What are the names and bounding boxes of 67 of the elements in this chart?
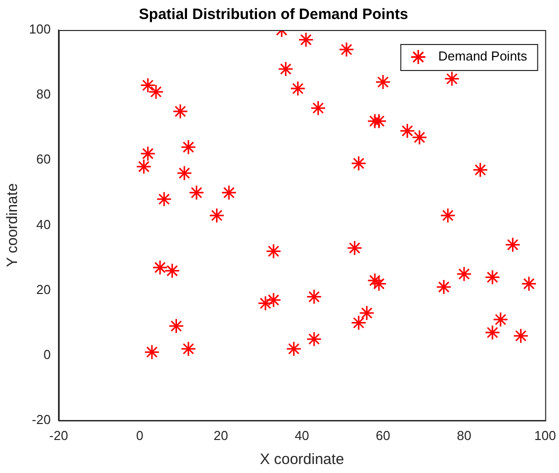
point	[521, 276, 537, 292]
point	[266, 243, 282, 259]
point	[350, 156, 366, 172]
point	[338, 42, 354, 58]
point	[504, 236, 520, 252]
x-tick-label: 0	[136, 428, 144, 443]
point	[444, 71, 460, 87]
point	[168, 318, 184, 334]
x-tick-label: 60	[376, 428, 390, 443]
point	[140, 146, 156, 162]
point	[221, 184, 237, 200]
x-tick-label: -20	[49, 428, 68, 443]
point	[266, 292, 282, 308]
x-tick-label: 20	[214, 428, 228, 443]
point	[492, 312, 508, 328]
point	[484, 324, 500, 340]
point	[298, 32, 314, 48]
point	[136, 158, 152, 174]
point	[140, 78, 156, 94]
x-axis-title: X coordinate	[260, 451, 344, 468]
point	[371, 113, 387, 129]
point	[148, 84, 164, 100]
x-tick-label: 40	[294, 428, 310, 443]
point	[180, 139, 196, 155]
point	[290, 80, 306, 96]
point	[350, 315, 366, 331]
point	[375, 74, 391, 90]
point	[436, 279, 452, 295]
y-tick-label: 60	[36, 152, 51, 167]
point	[180, 341, 196, 357]
point	[484, 270, 500, 286]
point	[371, 276, 387, 292]
point	[306, 289, 322, 305]
y-tick-label: 0	[43, 346, 51, 362]
point	[367, 272, 383, 288]
point	[176, 165, 192, 181]
point	[412, 130, 428, 146]
chart-title: Spatial Distribution of Demand Points	[138, 6, 408, 24]
y-tick-label: -20	[32, 412, 51, 427]
point	[164, 262, 180, 278]
y-tick-label: 20	[36, 282, 51, 297]
y-axis-title: Y coordinate	[4, 183, 22, 268]
point	[209, 208, 225, 224]
point	[513, 328, 529, 344]
point	[144, 344, 160, 360]
y-tick-label: 80	[36, 86, 51, 102]
point	[346, 240, 362, 256]
point	[367, 113, 383, 129]
point	[156, 191, 172, 207]
y-tick-label: 40	[36, 216, 51, 232]
point	[456, 266, 472, 282]
point	[472, 162, 488, 178]
x-tick-label: 100	[534, 428, 556, 443]
point	[359, 305, 375, 321]
point	[400, 123, 416, 139]
y-tick-label: 100	[28, 22, 51, 37]
point	[278, 61, 294, 77]
point	[258, 296, 274, 312]
point	[440, 208, 456, 224]
point	[286, 341, 302, 357]
x-tick-label: 80	[456, 428, 472, 443]
point	[306, 331, 322, 347]
point	[172, 104, 188, 120]
point	[188, 184, 204, 200]
point	[310, 100, 326, 116]
legend-label: Demand Points	[438, 48, 528, 64]
point	[152, 260, 168, 276]
